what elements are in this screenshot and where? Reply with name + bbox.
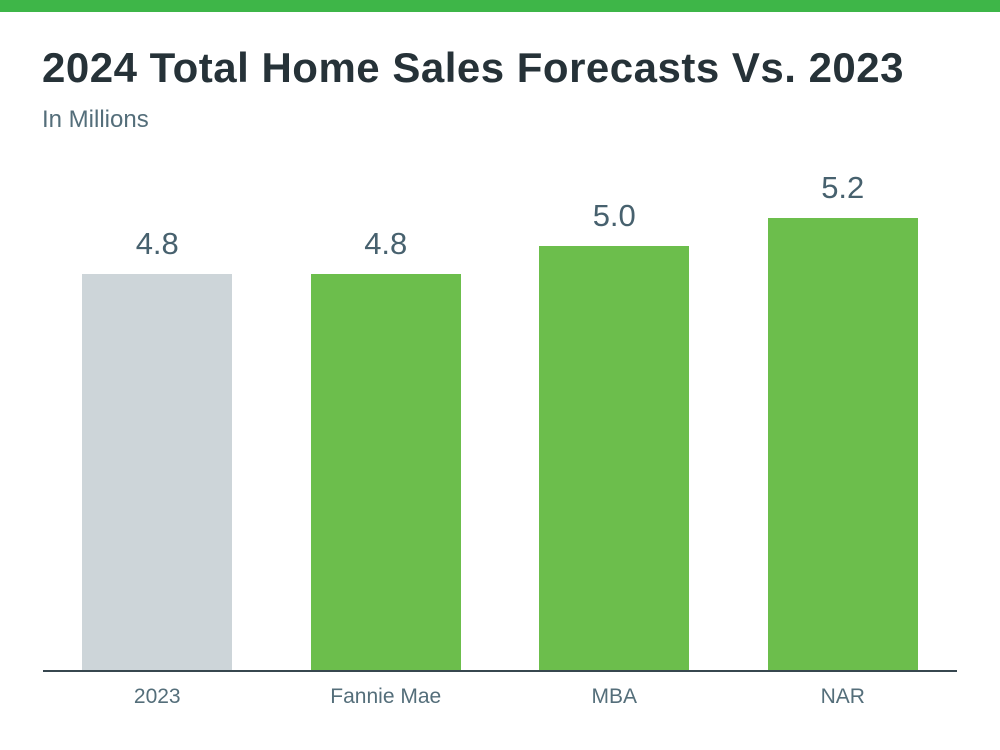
chart-header: 2024 Total Home Sales Forecasts Vs. 2023… [0, 12, 1000, 134]
x-axis-label-mba: MBA [591, 685, 637, 709]
bar-value-label: 4.8 [135, 226, 179, 262]
bar-value-label: 5.2 [821, 170, 865, 206]
x-axis-label-fannie-mae: Fannie Mae [330, 685, 442, 709]
bar-2023 [82, 274, 233, 671]
bar-nar [767, 218, 918, 671]
x-axis-label-2023: 2023 [133, 685, 181, 709]
x-axis-label-nar: NAR [820, 685, 865, 709]
bar-column-nar: 5.2 [729, 160, 958, 671]
bar-fannie-mae [310, 274, 461, 671]
bar-column-2023: 4.8 [43, 160, 272, 671]
bar-mba [539, 246, 690, 671]
plot-area: 4.8 4.8 5.0 5.2 [43, 160, 958, 673]
bar-value-label: 4.8 [364, 226, 408, 262]
bar-chart: 4.8 4.8 5.0 5.2 2023 Fannie Mae MBA NAR [43, 160, 957, 709]
page-title: 2024 Total Home Sales Forecasts Vs. 2023 [42, 44, 905, 91]
bar-column-mba: 5.0 [500, 160, 729, 671]
bar-value-label: 5.0 [592, 198, 636, 234]
x-axis-labels: 2023 Fannie Mae MBA NAR [43, 672, 957, 709]
accent-bar [0, 0, 1000, 12]
bar-column-fannie-mae: 4.8 [272, 160, 501, 671]
page-subtitle: In Millions [42, 106, 149, 134]
